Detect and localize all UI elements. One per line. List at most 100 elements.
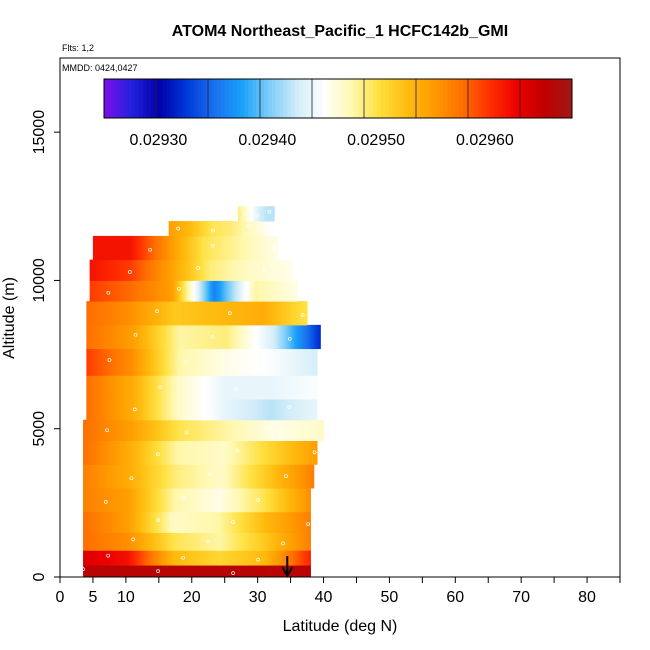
heatmap-cell	[263, 375, 265, 400]
heatmap-cell	[235, 280, 237, 302]
heatmap-cell	[228, 511, 230, 533]
heatmap-cell	[234, 280, 236, 302]
heatmap-cell	[135, 348, 137, 376]
heatmap-cell	[276, 301, 278, 326]
heatmap-cell	[120, 348, 122, 376]
heatmap-cell	[214, 532, 216, 551]
colorbar-segment	[533, 79, 538, 118]
colorbar-segment	[369, 79, 374, 118]
heatmap-cell	[144, 550, 146, 566]
heatmap-cell	[238, 280, 240, 302]
heatmap-cell	[135, 464, 138, 489]
heatmap-cell	[210, 235, 212, 261]
heatmap-cell	[192, 440, 194, 465]
heatmap-cell	[206, 532, 208, 551]
heatmap-cell	[163, 375, 165, 400]
heatmap-cell	[203, 488, 205, 513]
heatmap-cell	[105, 532, 107, 551]
heatmap-cell	[232, 221, 235, 237]
heatmap-cell	[312, 440, 315, 465]
heatmap-cell	[176, 565, 178, 578]
heatmap-cell	[106, 301, 108, 326]
heatmap-cell	[251, 301, 253, 326]
heatmap-cell	[214, 399, 216, 421]
heatmap-cell	[266, 488, 268, 513]
observation-point	[255, 213, 259, 218]
heatmap-cell	[113, 511, 115, 533]
heatmap-cell	[250, 399, 252, 421]
heatmap-cell	[307, 464, 310, 489]
heatmap-cell	[125, 399, 127, 421]
heatmap-cell	[213, 301, 215, 326]
heatmap-cell	[262, 419, 265, 441]
heatmap-cell	[172, 348, 174, 376]
heatmap-cell	[141, 464, 144, 489]
heatmap-cell	[142, 280, 145, 302]
heatmap-cell	[215, 399, 217, 421]
heatmap-cell	[173, 375, 175, 400]
heatmap-cell	[172, 221, 175, 237]
heatmap-cell	[174, 532, 176, 551]
heatmap-cell	[235, 221, 238, 237]
heatmap-cell	[195, 221, 198, 237]
heatmap-cell	[296, 399, 299, 421]
heatmap-cell	[111, 532, 113, 551]
heatmap-cell	[148, 301, 150, 326]
colorbar-segment	[150, 79, 156, 118]
heatmap-cell	[285, 301, 287, 326]
colorbar-segment	[470, 79, 475, 118]
heatmap-cell	[291, 399, 294, 421]
flights-label: Flts: 1,2	[62, 43, 94, 53]
heatmap-cell	[188, 235, 190, 261]
heatmap-cell	[124, 348, 126, 376]
heatmap-cell	[156, 550, 158, 566]
heatmap-cell	[302, 550, 304, 566]
heatmap-cell	[148, 259, 151, 281]
heatmap-cell	[197, 488, 199, 513]
heatmap-cell	[206, 324, 208, 350]
heatmap-cell	[262, 301, 264, 326]
heatmap-cell	[281, 324, 283, 350]
heatmap-cell	[212, 419, 214, 441]
heatmap-cell	[245, 348, 247, 376]
heatmap-cell	[228, 440, 231, 465]
heatmap-cell	[91, 488, 93, 513]
heatmap-cell	[185, 280, 188, 302]
heatmap-cell	[157, 324, 159, 350]
heatmap-cell	[93, 565, 95, 578]
heatmap-cell	[285, 375, 287, 400]
heatmap-cell	[255, 440, 258, 465]
heatmap-cell	[218, 259, 221, 281]
heatmap-cell	[85, 511, 87, 533]
heatmap-cell	[141, 348, 143, 376]
heatmap-cell	[95, 280, 98, 302]
heatmap-cell	[143, 280, 146, 302]
heatmap-cell	[249, 464, 252, 489]
heatmap-cell	[139, 399, 141, 421]
observation-point	[306, 522, 310, 526]
heatmap-cell	[207, 488, 209, 513]
heatmap-cell	[276, 375, 278, 400]
heatmap-cell	[236, 565, 238, 578]
heatmap-cell	[239, 259, 242, 281]
heatmap-cell	[243, 235, 245, 261]
heatmap-cell	[180, 565, 182, 578]
heatmap-cell	[284, 532, 286, 551]
heatmap-cell	[151, 259, 154, 281]
heatmap-cell	[304, 440, 307, 465]
heatmap-cell	[278, 399, 280, 421]
heatmap-cell	[289, 348, 292, 376]
heatmap-cell	[250, 375, 252, 400]
colorbar-segment	[178, 79, 183, 118]
heatmap-cell	[266, 348, 268, 376]
heatmap-cell	[308, 348, 311, 376]
heatmap-cell	[156, 488, 158, 513]
heatmap-cell	[134, 280, 137, 302]
heatmap-cell	[193, 259, 196, 281]
heatmap-cell	[188, 280, 191, 302]
heatmap-cell	[106, 280, 109, 302]
heatmap-cell	[103, 440, 105, 465]
heatmap-cell	[217, 221, 220, 237]
heatmap-cell	[223, 280, 225, 302]
heatmap-cell	[181, 464, 184, 489]
